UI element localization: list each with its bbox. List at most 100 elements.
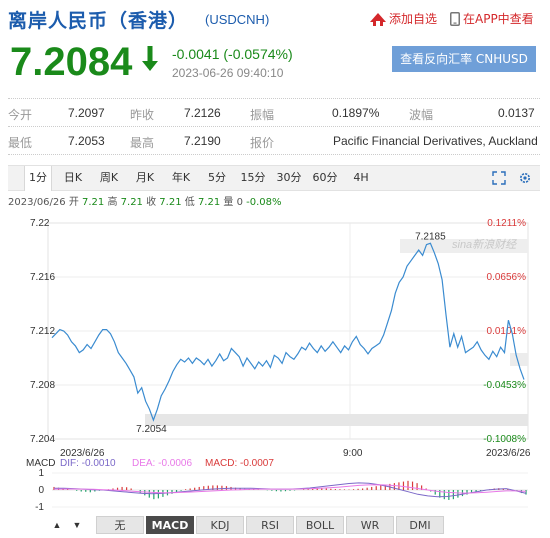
settings-icon[interactable] [518, 171, 532, 190]
stats-row: 今开 7.2097 昨收 7.2126 振幅 0.1897% 波幅 0.0137 [8, 99, 540, 127]
low-label: 7.2054 [136, 424, 167, 435]
stat-value-open: 7.2097 [68, 106, 105, 120]
macd-dif-label: DIF: -0.0010 [60, 458, 116, 469]
fullscreen-icon[interactable] [492, 171, 506, 190]
stats-table: 今开 7.2097 昨收 7.2126 振幅 0.1897% 波幅 0.0137… [8, 98, 540, 155]
stat-value-amplitude: 0.1897% [332, 106, 380, 120]
y-tick-label: 7.204 [30, 434, 55, 445]
chart-info-high: 7.21 [120, 197, 143, 208]
add-watch-icon [370, 13, 386, 29]
y-tick-label: 7.212 [30, 326, 55, 337]
indicator-tab-rsi[interactable]: RSI [246, 516, 294, 534]
chart-info-close: 7.21 [159, 197, 182, 208]
y-tick-label: 7.22 [30, 218, 50, 229]
stats-row: 最低 7.2053 最高 7.2190 报价 Pacific Financial… [8, 127, 540, 155]
scroll-up-button[interactable]: ▲ [52, 520, 62, 530]
stat-label-low: 最低 [8, 136, 33, 150]
chart-info-line: 2023/06/26 开 7.21 高 7.21 收 7.21 低 7.21 量… [8, 193, 282, 208]
tab-15min[interactable]: 15分 [240, 171, 266, 184]
right-tick-label: -0.1008% [483, 434, 526, 445]
macd-value-label: MACD: -0.0007 [205, 458, 274, 469]
stat-label-quoter: 报价 [250, 136, 275, 150]
macd-axis-top: 1 [38, 468, 44, 479]
high-band [400, 239, 528, 253]
chart-info-close-label: 收 [146, 197, 157, 208]
macd-axis-bottom: -1 [35, 502, 44, 513]
price-line [51, 242, 525, 422]
right-tick-label: -0.0453% [483, 380, 526, 391]
chart-info-low-label: 低 [184, 197, 195, 208]
right-tick-label: 0.1211% [487, 218, 526, 229]
indicator-tab-wr[interactable]: WR [346, 516, 394, 534]
chart-info-open: 7.21 [82, 197, 105, 208]
indicator-tab-kdj[interactable]: KDJ [196, 516, 244, 534]
stat-label-high: 最高 [130, 136, 155, 150]
y-axis-labels: 7.22 7.216 7.212 7.208 7.204 [30, 218, 55, 445]
stat-value-volatility: 0.0137 [498, 106, 535, 120]
tab-weekly[interactable]: 周K [99, 171, 119, 184]
add-watchlist-label: 添加自选 [389, 12, 438, 26]
tab-60min[interactable]: 60分 [312, 171, 338, 184]
right-tick-label: 0.0656% [487, 272, 527, 283]
macd-axis-zero: 0 [38, 485, 44, 496]
symbol-code: (USDCNH) [205, 12, 270, 27]
macd-dea-line [53, 484, 527, 494]
view-in-app-label: 在APP中查看 [463, 12, 534, 26]
stat-value-quoter: Pacific Financial Derivatives, Auckland [333, 134, 538, 148]
low-band [145, 414, 528, 426]
indicator-tabs: ▲ ▼ 无 MACD KDJ RSI BOLL WR DMI [8, 516, 540, 534]
quote-time: 2023-06-26 09:40:10 [172, 66, 284, 80]
stat-label-amplitude: 振幅 [250, 108, 275, 122]
phone-icon [450, 12, 460, 29]
chart-info-volume-label: 量 [223, 197, 234, 208]
add-watchlist-link[interactable]: 添加自选 [370, 10, 437, 29]
chart-info-pct: -0.08% [246, 197, 282, 208]
right-tick-label: 0.0101% [487, 326, 527, 337]
chart-grid [47, 222, 529, 440]
stat-value-high: 7.2190 [184, 134, 221, 148]
high-label: 7.2185 [415, 231, 446, 242]
stat-label-open: 今开 [8, 108, 33, 122]
current-band [510, 353, 528, 366]
stat-value-prev-close: 7.2126 [184, 106, 221, 120]
macd-title: MACD [26, 458, 55, 469]
page-title: 离岸人民币（香港） [8, 10, 189, 32]
price-chart[interactable]: sina新浪财经 7.22 7.216 7.212 7.208 7.204 0.1211… [0, 206, 550, 516]
header: 离岸人民币（香港） (USDCNH) 添加自选 在APP中查看 [0, 0, 550, 36]
x-label-start: 2023/6/26 [60, 448, 105, 459]
indicator-tab-none[interactable]: 无 [96, 516, 144, 534]
chart-info-date: 2023/06/26 [8, 197, 66, 208]
down-arrow-icon [140, 44, 160, 79]
scroll-down-button[interactable]: ▼ [72, 520, 82, 530]
price-change: -0.0041 (-0.0574%) [172, 46, 293, 62]
tab-5min[interactable]: 5分 [208, 171, 226, 184]
current-price: 7.2084 [10, 40, 133, 84]
tab-30min[interactable]: 30分 [276, 171, 302, 184]
indicator-tab-dmi[interactable]: DMI [396, 516, 444, 534]
stat-label-volatility: 波幅 [409, 108, 434, 122]
x-label-mid: 9:00 [343, 448, 363, 459]
tab-1min[interactable]: 1分 [24, 166, 52, 191]
chart-info-low: 7.21 [197, 197, 221, 208]
tab-yearly[interactable]: 年K [171, 171, 191, 184]
chart-info-high-label: 高 [107, 197, 118, 208]
y-tick-label: 7.216 [30, 272, 55, 283]
tab-daily[interactable]: 日K [63, 171, 83, 184]
indicator-tab-boll[interactable]: BOLL [296, 516, 344, 534]
x-label-end: 2023/6/26 [486, 448, 531, 459]
stat-label-prev-close: 昨收 [130, 108, 155, 122]
y-tick-label: 7.208 [30, 380, 55, 391]
indicator-tab-macd[interactable]: MACD [146, 516, 194, 534]
macd-dea-label: DEA: -0.0006 [132, 458, 192, 469]
period-tabs: 1分 日K 周K 月K 年K 5分 15分 30分 60分 4H [8, 165, 540, 191]
chart-info-volume: 0 [236, 197, 243, 208]
stat-value-low: 7.2053 [68, 134, 105, 148]
quote-panel: 7.2084 -0.0041 (-0.0574%) 2023-06-26 09:… [0, 38, 550, 90]
chart-info-open-label: 开 [68, 197, 79, 208]
tab-4h[interactable]: 4H [353, 171, 369, 184]
view-in-app-link[interactable]: 在APP中查看 [450, 10, 534, 29]
reverse-rate-button[interactable]: 查看反向汇率 CNHUSD [392, 46, 536, 72]
tab-monthly[interactable]: 月K [135, 171, 155, 184]
right-axis-labels: 0.1211% 0.0656% 0.0101% -0.0453% -0.1008% [483, 218, 526, 445]
reverse-rate-label: 查看反向汇率 CNHUSD [400, 52, 528, 66]
